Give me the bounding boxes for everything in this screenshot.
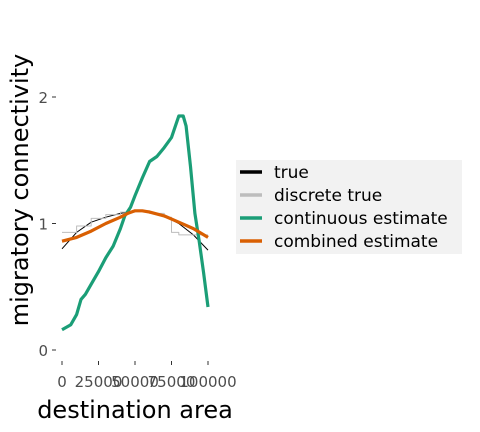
legend-label-3: continuous estimate [274,209,448,229]
plot-area [61,114,210,332]
series-line-1 [61,210,209,251]
series-line-3 [61,114,210,332]
y-tick-label: 0 [38,342,48,360]
x-axis-title: destination area [37,396,233,424]
x-tick-label: 25000 [75,373,123,391]
series-line-4 [61,209,209,243]
y-tick-label: 2 [38,89,48,107]
legend: true discrete true continuous estimate comb… [236,160,462,254]
y-axis: 0 1 2 [38,89,56,360]
x-tick-label: 100000 [179,373,236,391]
x-tick-label: 75000 [148,373,196,391]
y-axis-title: migratory connectivity [6,54,34,326]
x-tick-label: 50000 [111,373,159,391]
legend-background [236,160,462,254]
y-tick-label: 1 [38,216,48,234]
legend-label-2: discrete true [274,186,382,206]
legend-label-4: combined estimate [274,232,438,252]
series-line-2 [62,210,208,236]
x-tick-label: 0 [57,373,67,391]
legend-label-1: true [274,163,309,183]
